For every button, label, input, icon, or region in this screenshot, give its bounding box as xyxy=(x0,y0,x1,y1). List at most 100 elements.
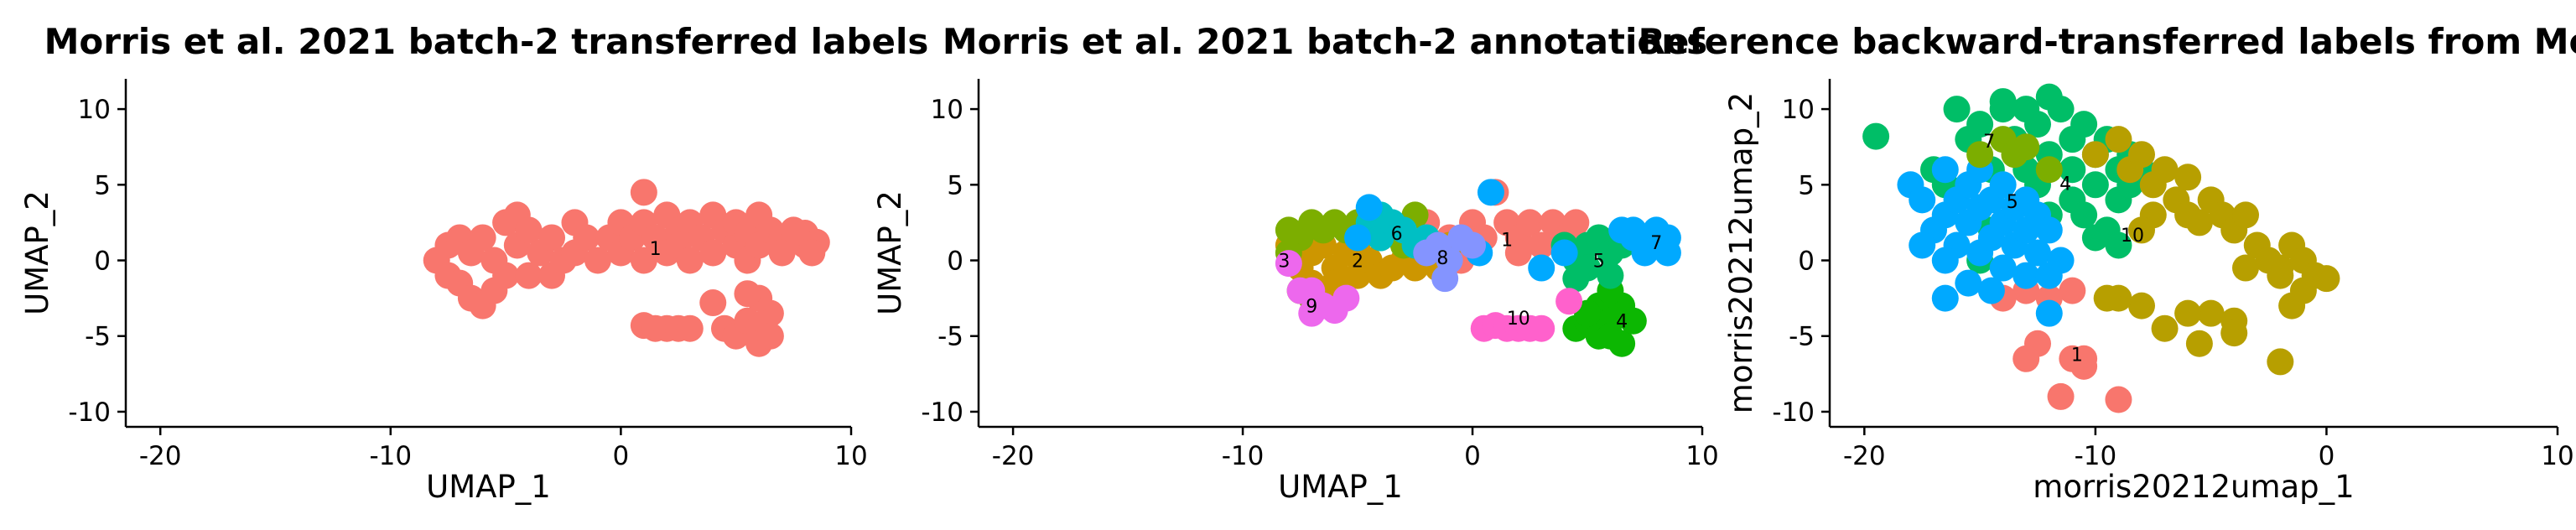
data-point xyxy=(699,239,727,267)
data-point xyxy=(1562,209,1590,236)
y-axis-label: UMAP_2 xyxy=(872,190,908,315)
y-tick-label: -10 xyxy=(921,398,963,428)
data-point xyxy=(1862,122,1890,150)
data-point xyxy=(2174,164,2202,191)
chart-title: Morris et al. 2021 batch-2 annotations xyxy=(943,21,1707,62)
data-point xyxy=(2278,292,2306,320)
data-point xyxy=(1459,231,1487,259)
chart-title: Reference backward-transferred labels fr… xyxy=(1639,21,2576,62)
x-axis-label: UMAP_1 xyxy=(426,469,551,505)
data-point xyxy=(2035,156,2063,184)
cluster-label: 7 xyxy=(1650,233,1662,254)
data-point xyxy=(2024,239,2051,267)
data-point xyxy=(2105,231,2132,259)
data-point xyxy=(1989,254,2017,282)
y-tick-label: -5 xyxy=(85,322,111,352)
cluster-label: 5 xyxy=(2007,192,2018,213)
data-point xyxy=(2232,201,2259,229)
x-tick-label: 0 xyxy=(1464,441,1481,471)
x-tick-label: 0 xyxy=(613,441,630,471)
x-tick-label: -20 xyxy=(139,441,182,471)
data-point xyxy=(2047,247,2075,274)
cluster-4 xyxy=(1562,277,1647,357)
data-point xyxy=(2035,299,2063,327)
data-point xyxy=(2185,209,2213,236)
data-point xyxy=(676,247,704,274)
data-point xyxy=(2012,262,2040,289)
y-tick-label: 0 xyxy=(1798,247,1815,277)
data-point xyxy=(756,322,784,350)
x-tick-label: -10 xyxy=(369,441,412,471)
data-point xyxy=(538,224,566,252)
data-point xyxy=(2197,299,2225,327)
x-tick-label: 10 xyxy=(2541,441,2573,471)
cluster-label: 2 xyxy=(1352,252,1363,273)
cluster-label: 1 xyxy=(2071,345,2083,366)
data-point xyxy=(2151,314,2179,342)
data-point xyxy=(492,262,520,289)
cluster-label: 1 xyxy=(650,239,662,260)
data-point xyxy=(2059,277,2086,304)
cluster-label: 6 xyxy=(1391,224,1403,245)
cluster-8 xyxy=(1413,224,1487,293)
y-tick-label: 10 xyxy=(1782,95,1815,125)
x-tick-label: -10 xyxy=(1222,441,1265,471)
y-tick-label: 10 xyxy=(931,95,963,125)
data-point xyxy=(1344,224,1372,252)
data-point xyxy=(1608,216,1636,244)
data-point xyxy=(1431,265,1459,293)
cluster-9 xyxy=(1275,250,1360,327)
data-point xyxy=(1298,277,1326,304)
x-tick-label: -10 xyxy=(2075,441,2117,471)
y-axis-label: UMAP_2 xyxy=(19,190,55,315)
cluster-label: 1 xyxy=(1501,230,1513,251)
cluster-label: 4 xyxy=(1616,312,1628,333)
x-tick-label: -20 xyxy=(1843,441,1886,471)
data-point xyxy=(1516,209,1544,236)
data-point xyxy=(798,239,826,267)
y-tick-label: 0 xyxy=(947,247,963,277)
data-point xyxy=(2151,156,2179,184)
data-point xyxy=(1528,231,1555,259)
data-point xyxy=(2232,254,2259,282)
data-point xyxy=(1909,186,1936,214)
data-point xyxy=(2128,292,2155,320)
data-point xyxy=(1909,231,1936,259)
cluster-10 xyxy=(2081,126,2340,376)
cluster-label: 7 xyxy=(1983,132,1995,153)
data-point xyxy=(2059,156,2086,184)
data-point xyxy=(2035,216,2063,244)
data-point xyxy=(2093,284,2121,312)
data-point xyxy=(1654,239,1681,267)
data-point xyxy=(2081,141,2109,169)
data-point xyxy=(1332,284,1360,312)
cluster-label: 9 xyxy=(1306,297,1317,318)
data-point xyxy=(2012,96,2040,123)
cluster-1 xyxy=(423,179,830,357)
data-point xyxy=(469,224,496,252)
data-point xyxy=(1955,269,1982,297)
cluster-label: 3 xyxy=(1278,252,1290,273)
data-point xyxy=(699,289,727,317)
data-point xyxy=(2047,382,2075,410)
data-point xyxy=(1931,156,1959,184)
data-point xyxy=(1931,284,1959,312)
cluster-label: 8 xyxy=(1436,248,1448,269)
data-point xyxy=(1989,171,2017,199)
x-tick-label: 10 xyxy=(834,441,867,471)
data-point xyxy=(768,239,796,267)
y-tick-label: -10 xyxy=(1772,398,1815,428)
cluster-label: 5 xyxy=(1593,252,1605,273)
data-point xyxy=(2220,320,2248,347)
data-point xyxy=(2105,126,2132,153)
umap-panel-annotations: 1 2 3 4 5 6 7 8 9 10 -20 -10 0 10 -10 -5 0 5 10 UMAP_1 UMAP_… xyxy=(872,21,1719,505)
y-axis-label: morris20212umap_2 xyxy=(1723,92,1759,413)
data-point xyxy=(2035,83,2063,111)
data-point xyxy=(2267,348,2294,376)
x-tick-label: 0 xyxy=(2319,441,2335,471)
cluster-label: 4 xyxy=(2059,174,2071,195)
data-point xyxy=(676,314,704,342)
data-point xyxy=(1977,277,2005,304)
data-point xyxy=(2070,201,2098,229)
data-point xyxy=(1275,250,1302,278)
